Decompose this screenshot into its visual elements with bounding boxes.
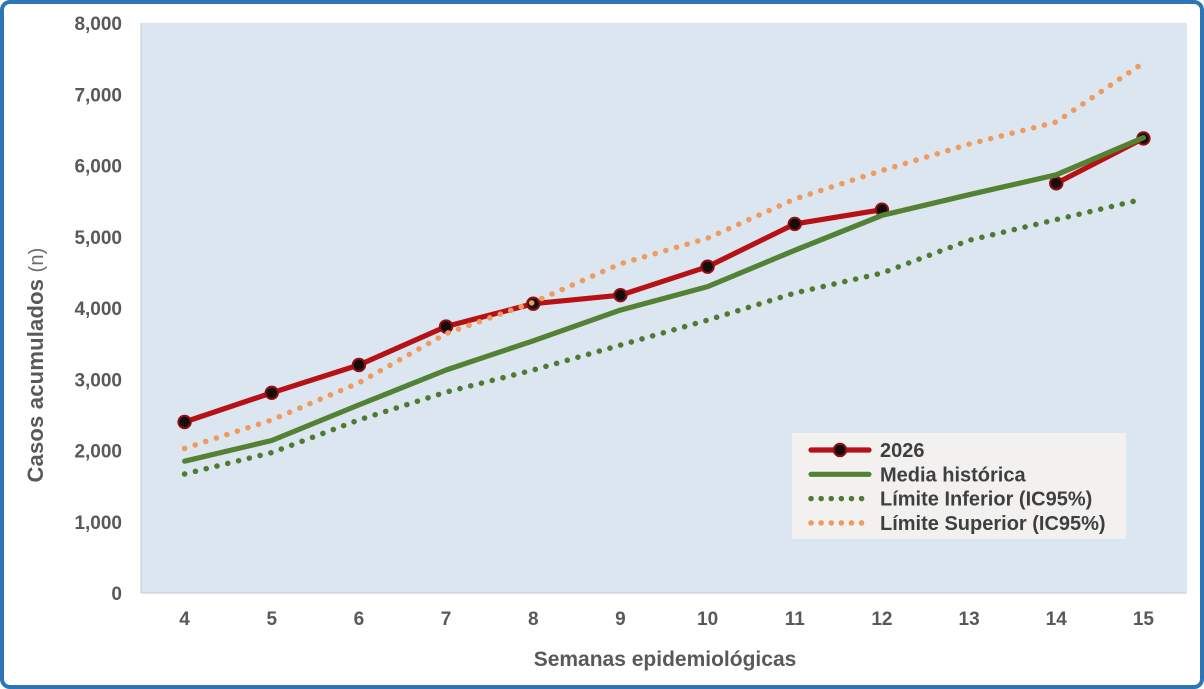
legend-label-media-historica: Media histórica (880, 464, 1026, 486)
y-tick-label: 1,000 (74, 513, 122, 534)
y-tick-label: 4,000 (74, 299, 122, 320)
y-axis-title-text: Casos acumulados (23, 278, 48, 483)
x-tick-label: 14 (1046, 609, 1068, 630)
series-line-limite-inferior-ic95 (181, 196, 1147, 477)
series-line-limite-superior-ic95 (181, 60, 1147, 452)
legend-marker-2026 (832, 442, 848, 458)
y-tick-label: 8,000 (74, 14, 122, 35)
data-point-marker-2026 (438, 319, 454, 334)
x-tick-label: 8 (528, 609, 539, 630)
legend-label-limite-inferior-ic95: Límite Inferior (IC95%) (880, 489, 1092, 511)
legend-label-limite-superior-ic95: Límite Superior (IC95%) (880, 513, 1106, 535)
x-tick-label: 5 (266, 609, 277, 630)
x-tick-label: 7 (441, 609, 452, 630)
data-point-marker-2026 (351, 357, 367, 373)
y-tick-label: 0 (111, 584, 122, 605)
x-tick-label: 13 (959, 609, 980, 630)
data-point-marker-2026 (264, 385, 279, 400)
y-axis-unit: (n) (26, 247, 48, 273)
y-tick-label: 7,000 (74, 85, 122, 106)
x-tick-label: 9 (615, 609, 626, 630)
y-tick-label: 3,000 (74, 370, 122, 391)
data-point-marker-2026 (177, 414, 192, 430)
x-tick-label: 11 (785, 609, 806, 630)
x-tick-label: 12 (871, 609, 892, 630)
data-point-marker-2026 (613, 287, 628, 303)
x-axis-title: Semanas epidemiológicas (533, 648, 797, 671)
data-point-marker-2026 (1049, 176, 1064, 191)
y-tick-label: 2,000 (74, 442, 122, 463)
data-point-marker-2026 (787, 216, 802, 232)
x-tick-label: 6 (354, 609, 365, 630)
series-line-media-historica (182, 135, 1147, 464)
y-axis-title: Casos acumulados (n) (23, 247, 49, 482)
x-tick-label: 15 (1133, 609, 1155, 630)
x-tick-label: 4 (179, 609, 190, 630)
legend-label-2026: 2026 (880, 440, 925, 462)
data-point-marker-2026 (700, 259, 715, 274)
x-tick-label: 10 (697, 609, 718, 630)
y-tick-label: 6,000 (74, 157, 122, 178)
y-tick-label: 5,000 (74, 228, 122, 249)
